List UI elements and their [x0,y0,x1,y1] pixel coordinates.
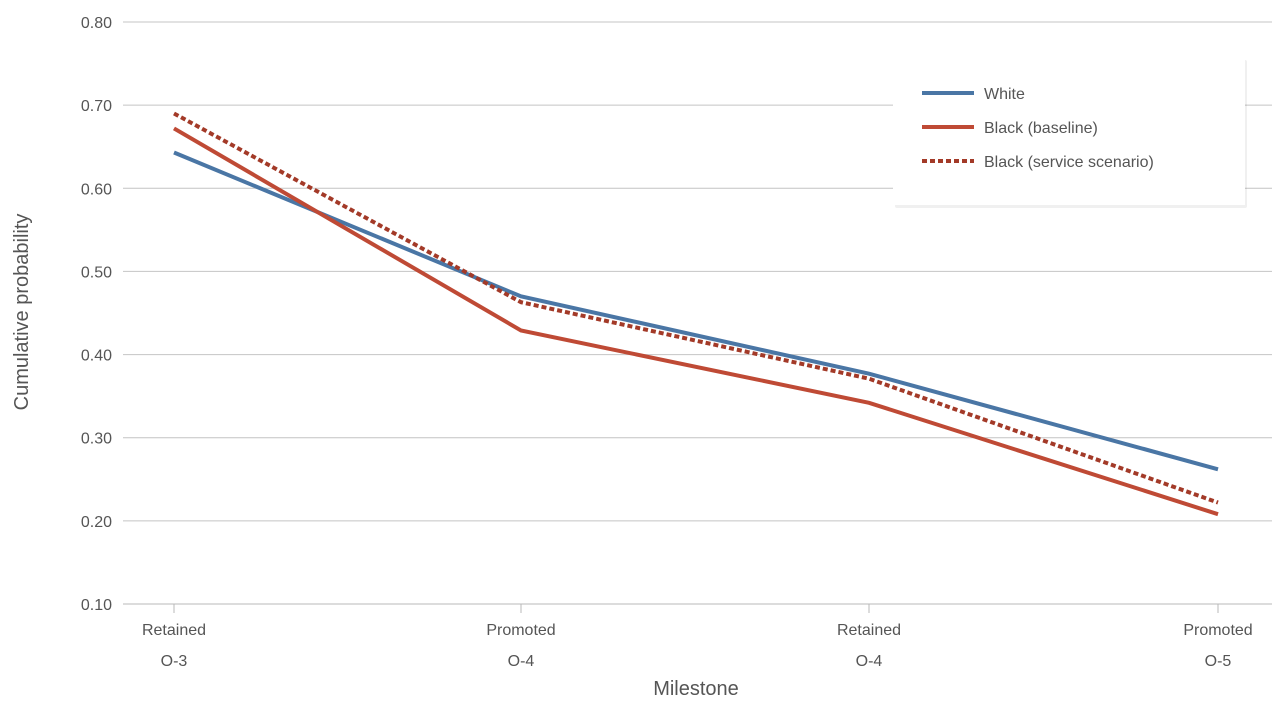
y-tick-label: 0.40 [81,348,112,365]
y-axis-ticks: 0.10 0.20 0.30 0.40 0.50 0.60 0.70 0.80 [81,15,112,614]
y-tick-label: 0.60 [81,181,112,198]
gridlines [123,21,1272,605]
y-tick-label: 0.50 [81,264,112,281]
y-tick-label: 0.80 [81,15,112,32]
x-tick-label: O-3 [161,653,188,670]
series-line [173,150,1219,472]
legend-label: Black (service scenario) [984,154,1154,171]
legend-box [893,57,1245,205]
legend: White Black (baseline) Black (service scen… [893,57,1247,208]
x-axis-ticks: Retained O-3 Promoted O-4 Retained O-4 Promote… [142,604,1253,670]
x-tick-label: Promoted [486,622,555,639]
y-tick-label: 0.20 [81,514,112,531]
y-axis-title: Cumulative probability [11,214,33,411]
x-tick-label: Retained [142,622,206,639]
y-tick-label: 0.10 [81,597,112,614]
y-tick-label: 0.70 [81,98,112,115]
x-tick-label: O-4 [508,653,535,670]
legend-label: White [984,86,1025,103]
x-tick-label: Retained [837,622,901,639]
series-line [173,111,1219,505]
x-tick-label: O-4 [856,653,883,670]
x-tick-label: Promoted [1183,622,1252,639]
x-axis-title: Milestone [653,678,739,700]
y-tick-label: 0.30 [81,431,112,448]
series-line [172,126,1219,517]
legend-label: Black (baseline) [984,120,1098,137]
x-tick-label: O-5 [1205,653,1232,670]
series-lines [172,111,1219,517]
